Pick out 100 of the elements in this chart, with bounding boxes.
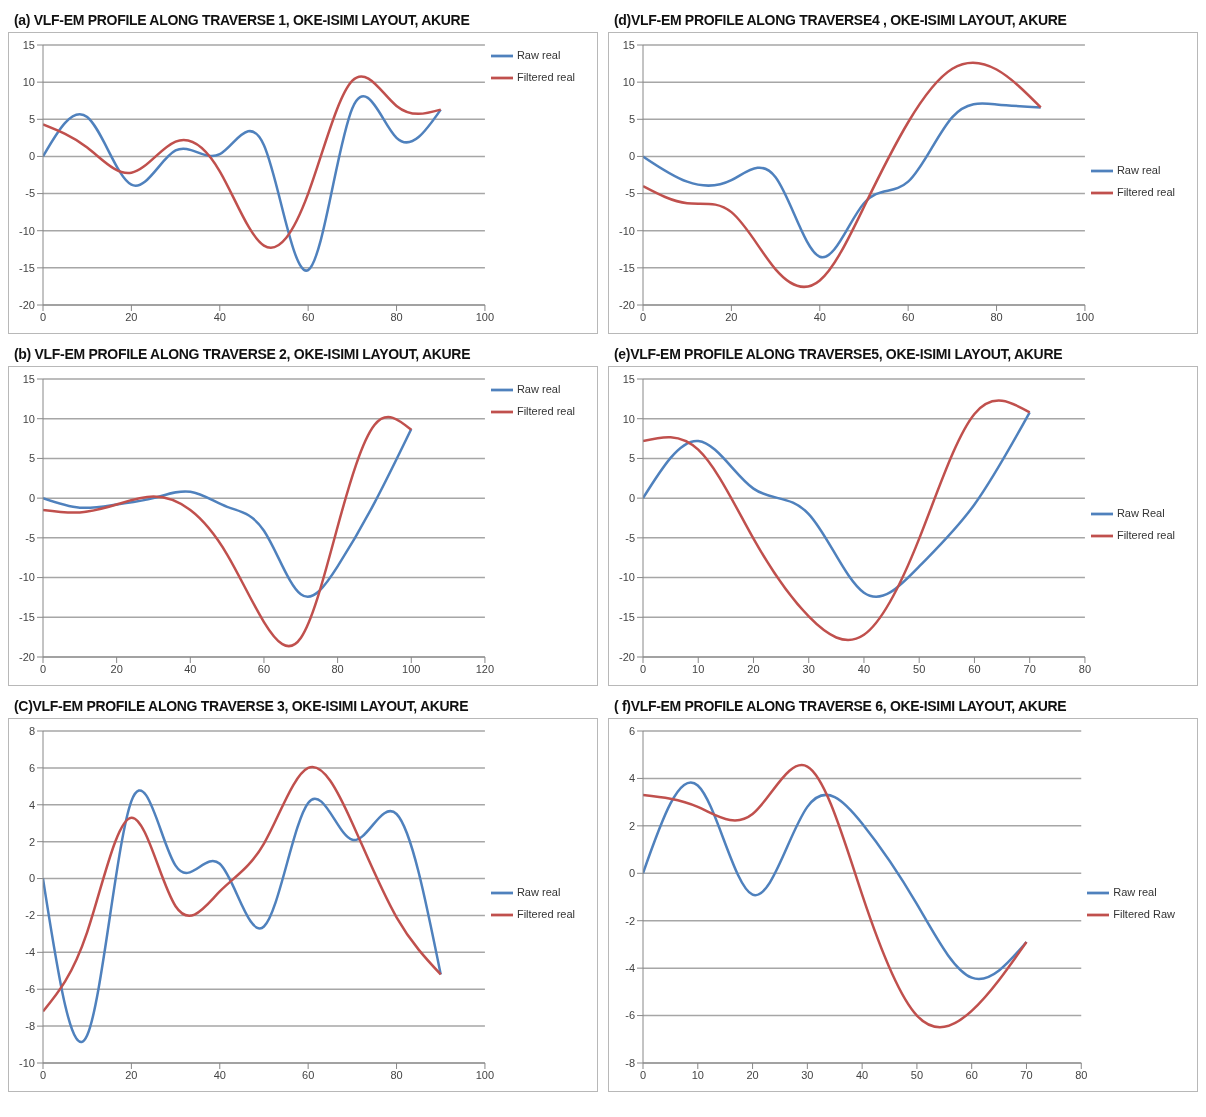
- x-tick-label: 80: [390, 310, 403, 323]
- x-tick-label: 20: [125, 1068, 138, 1081]
- y-tick-label: 6: [28, 761, 35, 774]
- y-tick-label: 0: [28, 492, 35, 505]
- x-tick-label: 10: [691, 1068, 704, 1081]
- y-tick-label: -20: [19, 298, 35, 311]
- x-tick-label: 40: [213, 1068, 226, 1081]
- y-tick-label: 10: [22, 76, 35, 89]
- x-tick-label: 0: [39, 662, 47, 675]
- legend-label: Filtered real: [1116, 528, 1175, 541]
- legend-label: Raw real: [516, 382, 561, 395]
- y-tick-label: -8: [625, 1056, 635, 1069]
- x-tick-label: 50: [910, 1068, 924, 1081]
- y-tick-label: -6: [25, 983, 35, 996]
- x-tick-label: 80: [1078, 662, 1092, 675]
- y-tick-label: -15: [619, 261, 635, 274]
- x-tick-label: 70: [1020, 1068, 1033, 1081]
- y-tick-label: -5: [625, 531, 635, 544]
- x-tick-label: 10: [692, 662, 705, 675]
- x-tick-label: 20: [125, 310, 138, 323]
- y-tick-label: 10: [622, 76, 635, 89]
- x-tick-label: 50: [913, 662, 926, 675]
- y-tick-label: 5: [28, 113, 35, 126]
- y-tick-label: 15: [622, 38, 635, 51]
- chart-title: ( f)VLF-EM PROFILE ALONG TRAVERSE 6, OKE-ISIMI LAYOUT, AKURE: [614, 698, 1068, 714]
- y-tick-label: 0: [628, 150, 635, 163]
- x-tick-label: 20: [725, 310, 738, 323]
- x-tick-label: 100: [475, 1068, 495, 1081]
- y-tick-label: -10: [619, 224, 635, 237]
- x-tick-label: 80: [390, 1068, 403, 1081]
- y-tick-label: 15: [22, 372, 35, 385]
- x-tick-label: 0: [39, 1068, 47, 1081]
- line-series: [43, 765, 442, 1013]
- x-tick-label: 0: [639, 310, 647, 323]
- legend-label: Filtered real: [516, 404, 575, 417]
- x-tick-label: 60: [902, 310, 915, 323]
- y-tick-label: 5: [28, 452, 35, 465]
- y-tick-label: -5: [25, 531, 35, 544]
- y-tick-label: 0: [28, 872, 35, 885]
- y-tick-label: 2: [628, 819, 635, 832]
- legend-label: Raw real: [516, 48, 561, 61]
- x-tick-label: 60: [965, 1068, 978, 1081]
- y-tick-label: -2: [25, 909, 35, 922]
- y-tick-label: 0: [28, 150, 35, 163]
- legend-label: Filtered Raw: [1113, 907, 1175, 920]
- x-tick-label: 40: [856, 1068, 869, 1081]
- y-tick-label: -8: [25, 1020, 35, 1033]
- legend-label: Raw real: [1113, 885, 1157, 898]
- y-tick-label: 5: [628, 452, 635, 465]
- x-tick-label: 70: [1023, 662, 1036, 675]
- y-tick-label: -2: [625, 914, 635, 927]
- x-tick-label: 60: [302, 310, 315, 323]
- x-tick-label: 0: [639, 662, 647, 675]
- y-tick-label: 2: [28, 835, 35, 848]
- chart-title: (C)VLF-EM PROFILE ALONG TRAVERSE 3, OKE-ISIMI LAYOUT, AKURE: [14, 698, 470, 714]
- chart-title: (b) VLF-EM PROFILE ALONG TRAVERSE 2, OKE-ISIMI LAYOUT, AKURE: [14, 346, 472, 362]
- y-tick-label: -15: [19, 261, 35, 274]
- x-tick-label: 60: [257, 662, 271, 675]
- y-tick-label: -5: [625, 187, 635, 200]
- x-tick-label: 40: [213, 310, 226, 323]
- x-tick-label: 100: [402, 662, 421, 675]
- y-tick-label: -20: [619, 298, 635, 311]
- y-tick-label: -15: [619, 611, 635, 624]
- y-tick-label: 5: [628, 113, 635, 126]
- chart-title: (e)VLF-EM PROFILE ALONG TRAVERSE5, OKE-ISIMI LAYOUT, AKURE: [614, 346, 1064, 362]
- line-series: [643, 102, 1042, 259]
- x-tick-label: 60: [968, 662, 981, 675]
- y-tick-label: 6: [628, 724, 635, 737]
- x-tick-label: 0: [39, 310, 47, 323]
- y-tick-label: -10: [19, 1056, 35, 1069]
- x-tick-label: 20: [746, 1068, 759, 1081]
- legend-label: Filtered real: [516, 907, 575, 920]
- x-tick-label: 30: [802, 662, 815, 675]
- y-tick-label: 8: [28, 724, 35, 737]
- y-tick-label: -10: [19, 224, 35, 237]
- x-tick-label: 120: [475, 662, 495, 675]
- y-tick-label: -20: [619, 650, 635, 663]
- y-tick-label: 15: [22, 38, 35, 51]
- y-tick-label: -6: [625, 1009, 635, 1022]
- x-tick-label: 80: [1075, 1068, 1088, 1081]
- chart-title: (a) VLF-EM PROFILE ALONG TRAVERSE 1, OKE-ISIMI LAYOUT, AKURE: [14, 12, 471, 28]
- x-tick-label: 100: [475, 310, 495, 323]
- legend-label: Filtered real: [1116, 185, 1175, 198]
- y-tick-label: -4: [25, 946, 35, 959]
- y-tick-label: 0: [628, 867, 635, 880]
- y-tick-label: -15: [19, 611, 35, 624]
- x-tick-label: 0: [639, 1068, 647, 1081]
- legend-label: Filtered real: [516, 70, 575, 83]
- x-tick-label: 60: [302, 1068, 315, 1081]
- legend-label: Raw Real: [1116, 506, 1165, 519]
- legend-label: Raw real: [516, 885, 561, 898]
- y-tick-label: -10: [19, 571, 35, 584]
- y-tick-label: 4: [628, 772, 635, 785]
- x-tick-label: 40: [857, 662, 871, 675]
- x-tick-label: 30: [801, 1068, 814, 1081]
- y-tick-label: 10: [22, 412, 35, 425]
- chart-title: (d)VLF-EM PROFILE ALONG TRAVERSE4 , OKE-ISIMI LAYOUT, AKURE: [614, 12, 1068, 28]
- y-tick-label: 10: [622, 412, 635, 425]
- y-tick-label: -4: [625, 962, 635, 975]
- x-tick-label: 40: [184, 662, 197, 675]
